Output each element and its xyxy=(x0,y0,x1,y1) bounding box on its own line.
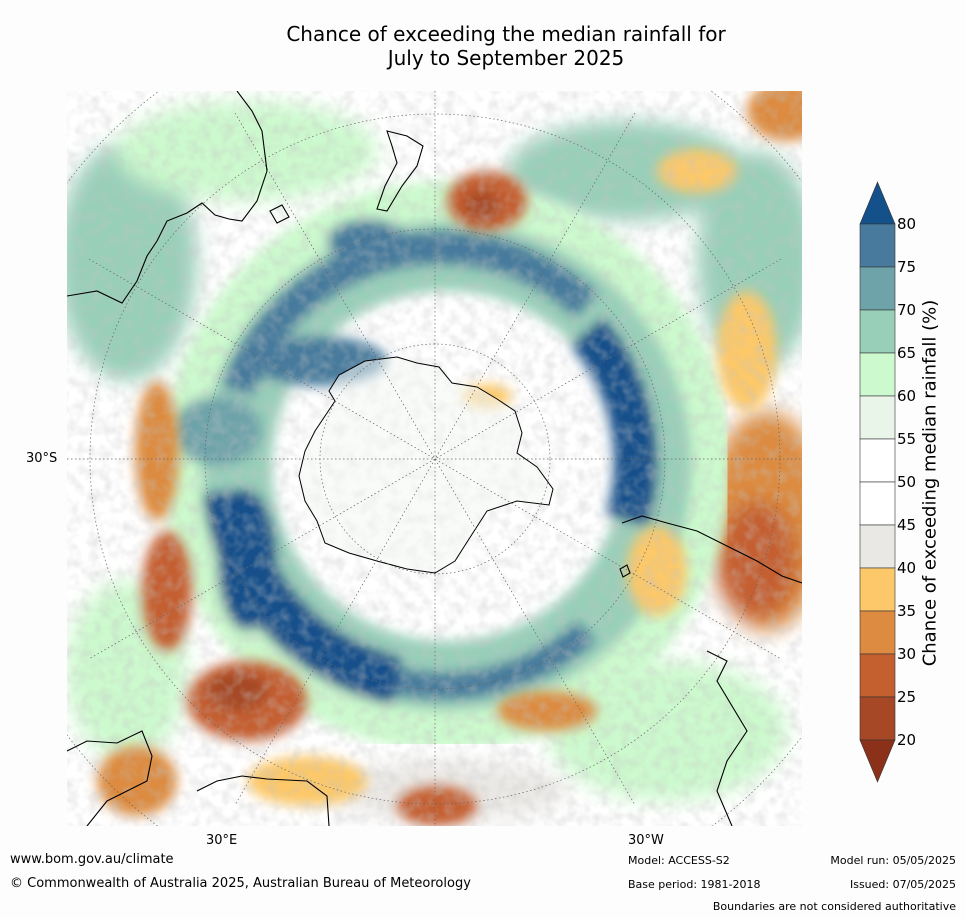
colorbar-tick-label: 35 xyxy=(897,602,916,620)
colorbar-band xyxy=(859,266,896,311)
longitude-label-30e: 30°E xyxy=(206,833,238,848)
colorbar-band xyxy=(859,653,896,698)
africa-coastline xyxy=(706,650,748,826)
colorbar-tick-label: 60 xyxy=(897,387,916,405)
southern-africa-coastline xyxy=(67,730,153,826)
colorbar-band xyxy=(859,395,896,440)
antarctica-outline xyxy=(298,356,554,574)
colorbar-tick-label: 50 xyxy=(897,473,916,491)
colorbar-tick-label: 65 xyxy=(897,344,916,362)
colorbar: 80 75 70 65 60 55 50 45 40 35 30 25 20 xyxy=(855,180,955,790)
south-america-coastline xyxy=(621,515,802,584)
colorbar-tick-label: 75 xyxy=(897,258,916,276)
model-name: Model: ACCESS-S2 xyxy=(628,854,730,867)
map-title-line2: July to September 2025 xyxy=(387,46,625,70)
colorbar-band xyxy=(859,567,896,612)
coastlines xyxy=(67,91,802,826)
map-title: Chance of exceeding the median rainfall … xyxy=(140,22,872,70)
colorbar-band xyxy=(859,610,896,655)
model-run-date: Model run: 05/05/2025 xyxy=(830,854,956,867)
colorbar-extend-low xyxy=(859,739,896,783)
colorbar-tick-label: 45 xyxy=(897,516,916,534)
colorbar-title: Chance of exceeding median rainfall (%) xyxy=(919,299,941,667)
colorbar-tick-label: 30 xyxy=(897,645,916,663)
tasmania-coastline xyxy=(269,204,290,224)
new-zealand-coastline xyxy=(376,130,424,212)
colorbar-band xyxy=(859,352,896,397)
falklands-coastline xyxy=(619,564,631,578)
colorbar-band xyxy=(859,524,896,569)
australia-coastline xyxy=(67,91,268,304)
rainfall-probability-map xyxy=(67,91,802,826)
madagascar-coastline xyxy=(196,775,330,826)
latitude-label-30s: 30°S xyxy=(26,451,58,466)
colorbar-tick-label: 25 xyxy=(897,688,916,706)
colorbar-tick-label: 70 xyxy=(897,301,916,319)
issued-date: Issued: 07/05/2025 xyxy=(849,878,956,891)
colorbar-tick-label: 20 xyxy=(897,731,916,749)
website-link[interactable]: www.bom.gov.au/climate xyxy=(10,852,174,867)
longitude-label-30w: 30°W xyxy=(628,833,664,848)
colorbar-band xyxy=(859,481,896,526)
colorbar-band xyxy=(859,696,896,741)
copyright-notice: © Commonwealth of Australia 2025, Austra… xyxy=(10,876,471,891)
colorbar-canvas: 80 75 70 65 60 55 50 45 40 35 30 25 20 xyxy=(859,181,916,783)
colorbar-tick-label: 80 xyxy=(897,215,916,233)
colorbar-tick-label: 55 xyxy=(897,430,916,448)
colorbar-band xyxy=(859,438,896,483)
colorbar-band xyxy=(859,309,896,354)
base-period: Base period: 1981-2018 xyxy=(628,878,761,891)
boundary-disclaimer: Boundaries are not considered authoritat… xyxy=(712,900,956,913)
colorbar-extend-high xyxy=(859,181,896,225)
colorbar-band xyxy=(859,223,896,268)
map-title-line1: Chance of exceeding the median rainfall … xyxy=(286,22,726,46)
graticule xyxy=(67,91,802,826)
colorbar-tick-label: 40 xyxy=(897,559,916,577)
map-canvas xyxy=(67,91,802,826)
